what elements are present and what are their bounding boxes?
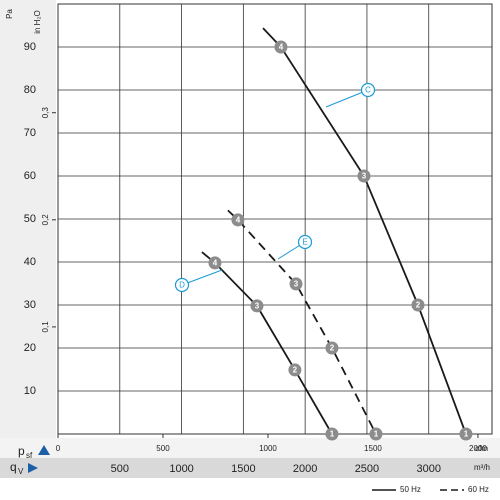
x-tick-label: 2000 [293, 463, 317, 475]
operating-point-label: 2 [293, 366, 298, 375]
operating-point-label: 4 [236, 215, 241, 224]
operating-point [459, 427, 473, 441]
operating-point [357, 169, 371, 183]
legend-label: 50 Hz [400, 485, 421, 494]
operating-point-label: 2 [416, 301, 421, 310]
x-tick-label: 3000 [416, 463, 440, 475]
operating-point [325, 427, 339, 441]
y-tick-label: 10 [24, 385, 36, 397]
x-symbol-sub: V [18, 467, 24, 476]
y2-tick-label: 0,1 [41, 321, 50, 333]
operating-point [289, 277, 303, 291]
x-arrow [28, 463, 38, 473]
y-tick-label: 50 [24, 213, 36, 225]
y-arrow [38, 445, 50, 455]
y2-tick-label: 0,2 [41, 214, 50, 226]
y2-tick-label: 0,3 [41, 107, 50, 119]
operating-point-label: 1 [374, 430, 379, 439]
x2-tick-label: 1000 [259, 444, 277, 453]
operating-point [274, 40, 288, 54]
callout-leader [325, 89, 369, 108]
x2-tick-label: 2000 [469, 444, 487, 453]
x-tick-label: 2500 [355, 463, 379, 475]
operating-point [288, 363, 302, 377]
operating-point-label: 2 [330, 344, 335, 353]
callout-label: C [365, 86, 371, 95]
callout-leader [181, 269, 223, 286]
y-tick-label: 30 [24, 299, 36, 311]
callout-label: E [302, 238, 307, 247]
operating-point [325, 341, 339, 355]
operating-point-label: 3 [294, 280, 299, 289]
m3h-band [0, 458, 500, 478]
y-symbol-sub: sf [26, 451, 33, 460]
callout [174, 277, 190, 293]
x2-tick-label: 1500 [364, 444, 382, 453]
x2-tick-label: 0 [56, 444, 61, 453]
callout [360, 82, 376, 98]
y-tick-label: 70 [24, 127, 36, 139]
operating-point [369, 427, 383, 441]
x2-label: cfm [475, 444, 488, 453]
operating-point [250, 299, 264, 313]
x-symbol: q [10, 460, 17, 474]
left-band [0, 0, 56, 438]
x-label: m³/h [474, 463, 490, 472]
operating-point-label: 3 [255, 301, 260, 310]
y-symbol: p [18, 444, 25, 458]
cfm-band [0, 438, 500, 458]
legend-label: 60 Hz [468, 485, 489, 494]
x2-tick-label: 500 [156, 444, 170, 453]
operating-point-label: 4 [213, 258, 218, 267]
operating-point-label: 3 [362, 172, 367, 181]
y-label: Pa [5, 9, 14, 19]
operating-point [231, 213, 245, 227]
operating-point [411, 298, 425, 312]
x-tick-label: 1000 [169, 463, 193, 475]
x-tick-label: 500 [111, 463, 129, 475]
y-tick-label: 40 [24, 256, 36, 268]
y2-label: in H₂O [33, 10, 42, 34]
callout-label: D [179, 281, 185, 290]
y-tick-label: 60 [24, 170, 36, 182]
callout [297, 234, 313, 250]
x-tick-label: 1500 [231, 463, 255, 475]
operating-point-label: 1 [330, 430, 335, 439]
y-tick-label: 20 [24, 342, 36, 354]
operating-point [208, 256, 222, 270]
operating-point-label: 1 [464, 430, 469, 439]
y-tick-label: 80 [24, 84, 36, 96]
operating-point-label: 4 [279, 43, 284, 52]
y-tick-label: 90 [24, 41, 36, 53]
